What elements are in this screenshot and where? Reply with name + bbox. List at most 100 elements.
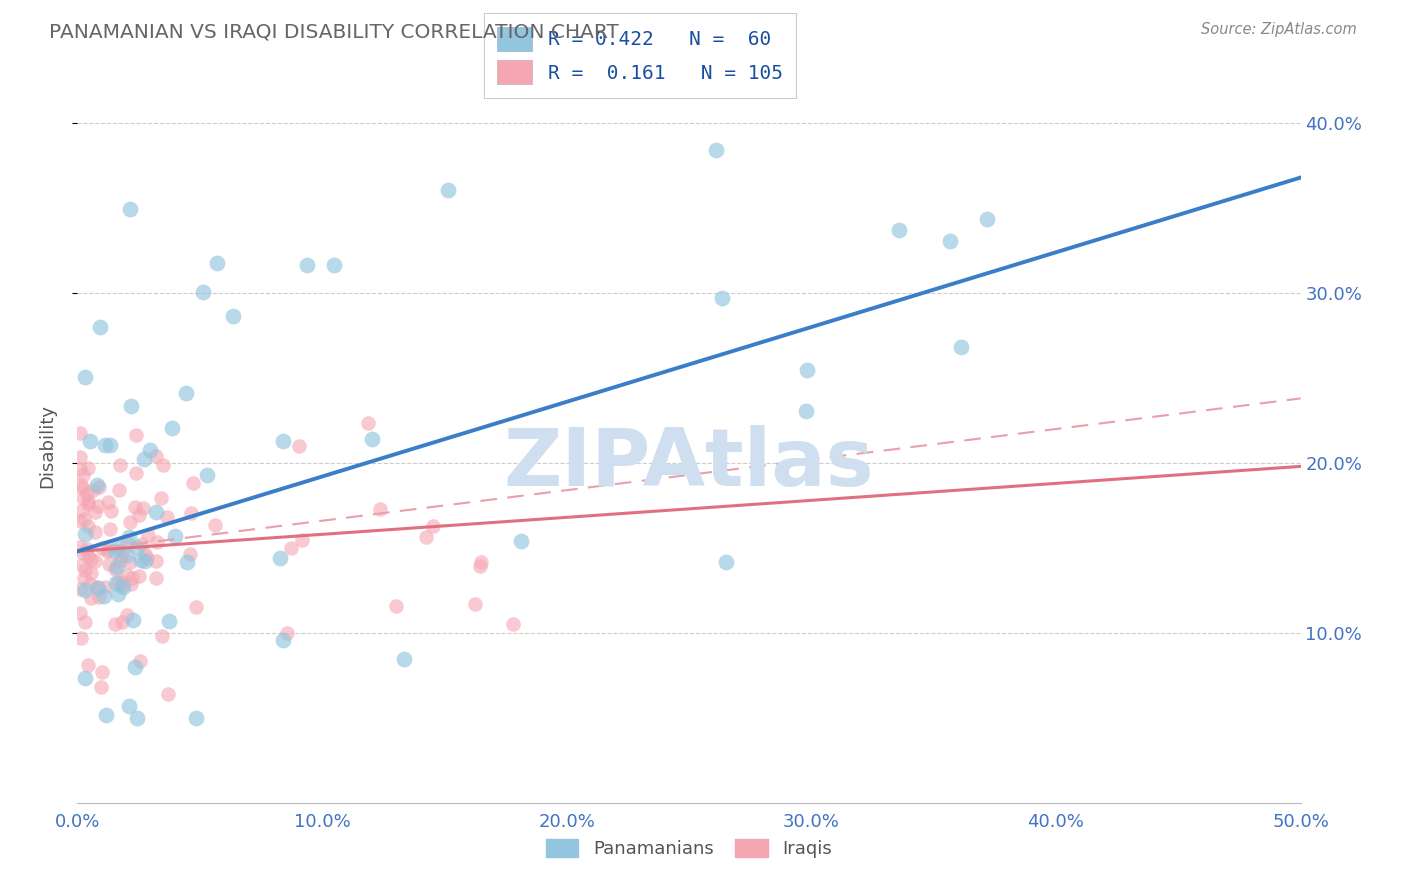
Point	[131, 537, 153, 551]
Point	[132, 451, 155, 466]
Point	[73, 369, 96, 384]
Point	[96, 543, 118, 558]
Point	[191, 285, 214, 300]
Point	[69, 606, 91, 620]
Point	[98, 522, 121, 536]
Point	[115, 608, 138, 623]
Point	[97, 543, 120, 558]
Point	[136, 551, 159, 566]
Point	[69, 425, 91, 440]
Point	[271, 633, 294, 648]
Y-axis label: Disability: Disability	[38, 404, 56, 488]
Point	[356, 416, 378, 430]
Point	[77, 460, 100, 475]
Point	[174, 385, 197, 400]
Point	[96, 707, 118, 722]
Point	[115, 549, 138, 563]
Legend: Panamanians, Iraqis: Panamanians, Iraqis	[538, 831, 839, 865]
Point	[146, 535, 169, 549]
Point	[90, 680, 112, 694]
Point	[80, 552, 103, 566]
Point	[111, 615, 134, 629]
Point	[129, 553, 152, 567]
Point	[77, 494, 100, 508]
Point	[107, 587, 129, 601]
Point	[128, 654, 150, 668]
Point	[98, 557, 121, 571]
Point	[464, 598, 486, 612]
Point	[163, 529, 186, 543]
Point	[105, 560, 128, 574]
Point	[288, 439, 311, 453]
Point	[73, 671, 96, 685]
Point	[124, 660, 146, 674]
Point	[295, 258, 318, 272]
Point	[75, 615, 97, 629]
Point	[86, 478, 108, 492]
Point	[73, 582, 96, 597]
Point	[87, 590, 110, 604]
Point	[111, 580, 134, 594]
Point	[436, 183, 458, 197]
Point	[104, 544, 127, 558]
Point	[280, 541, 302, 555]
Point	[704, 143, 727, 157]
Point	[124, 428, 146, 442]
Point	[118, 698, 141, 713]
Point	[90, 541, 112, 556]
Point	[98, 438, 121, 452]
Point	[87, 499, 110, 513]
Point	[470, 555, 492, 569]
Point	[120, 577, 142, 591]
Point	[91, 665, 114, 680]
Point	[145, 553, 167, 567]
Point	[108, 554, 131, 568]
Point	[107, 575, 129, 590]
Point	[976, 212, 998, 227]
Point	[125, 711, 148, 725]
Point	[86, 580, 108, 594]
Point	[468, 558, 491, 573]
Point	[84, 524, 107, 539]
Point	[422, 519, 444, 533]
Point	[73, 571, 96, 585]
Point	[69, 514, 91, 528]
Text: Source: ZipAtlas.com: Source: ZipAtlas.com	[1201, 22, 1357, 37]
Point	[80, 591, 103, 606]
Point	[156, 687, 179, 701]
Point	[368, 502, 391, 516]
Point	[392, 651, 415, 665]
Point	[111, 574, 134, 589]
Point	[73, 527, 96, 541]
Point	[73, 512, 96, 526]
Point	[384, 599, 406, 614]
Point	[949, 341, 972, 355]
Point	[118, 555, 141, 569]
Point	[120, 399, 142, 413]
Point	[105, 541, 128, 555]
Point	[204, 518, 226, 533]
Point	[76, 657, 98, 672]
Point	[222, 310, 245, 324]
Point	[181, 476, 204, 491]
Point	[121, 571, 143, 585]
Point	[714, 555, 737, 569]
Point	[94, 438, 117, 452]
Point	[186, 711, 208, 725]
Point	[70, 477, 93, 491]
Point	[82, 483, 104, 497]
Point	[104, 562, 127, 576]
Point	[117, 568, 139, 582]
Point	[76, 549, 98, 564]
Point	[84, 505, 107, 519]
Point	[149, 491, 172, 506]
Point	[276, 626, 298, 640]
Point	[112, 544, 135, 558]
Point	[711, 291, 734, 305]
Point	[79, 577, 101, 591]
Point	[69, 450, 91, 464]
Point	[79, 434, 101, 449]
Point	[156, 509, 179, 524]
Text: ZIPAtlas: ZIPAtlas	[503, 425, 875, 503]
Point	[132, 500, 155, 515]
